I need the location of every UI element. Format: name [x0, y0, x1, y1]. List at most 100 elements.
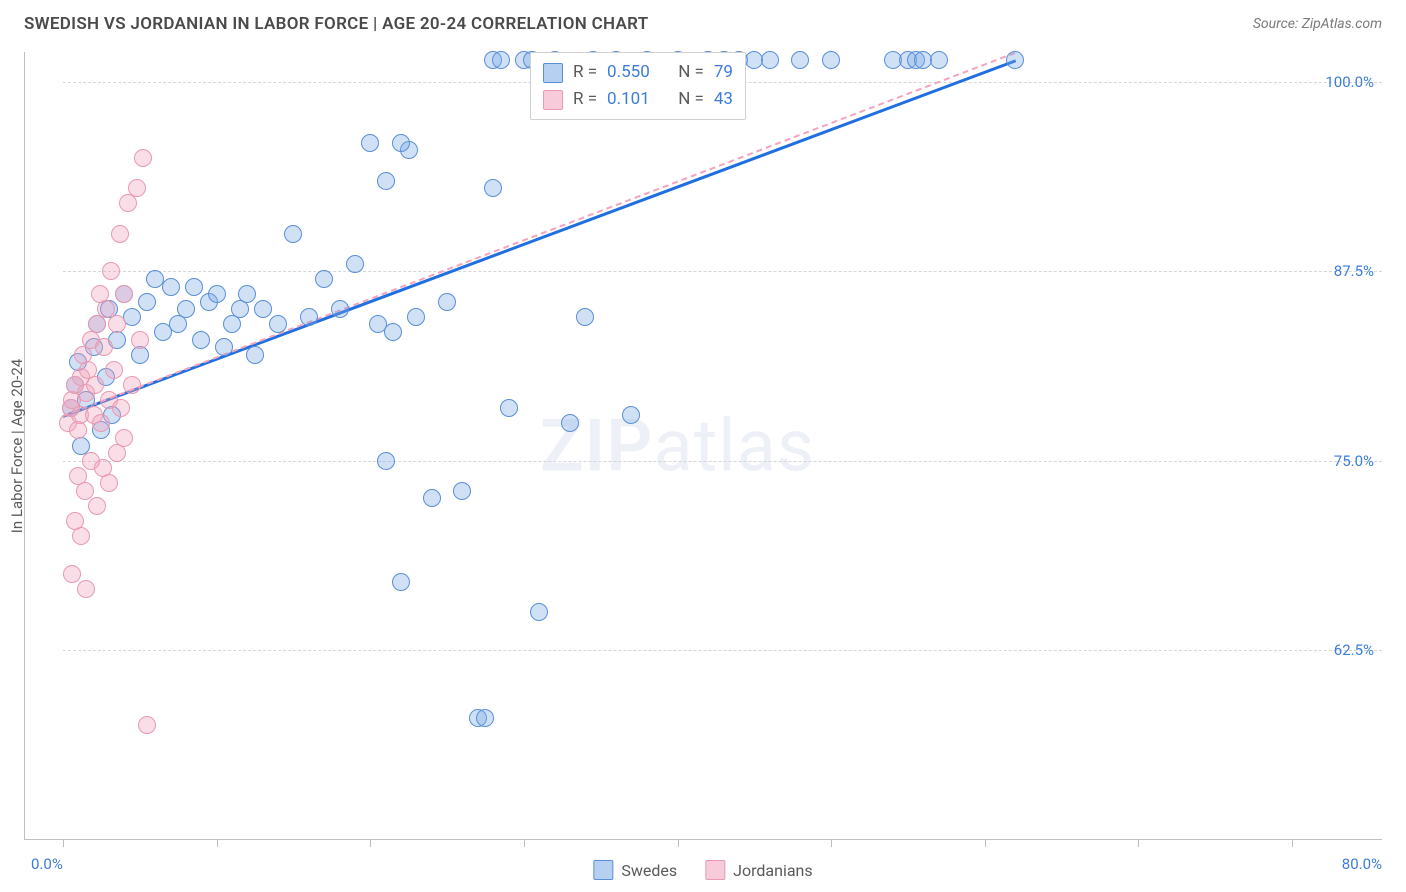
x-min-label: 0.0% — [31, 855, 63, 873]
scatter-point-jordanians — [88, 315, 106, 333]
scatter-point-jordanians — [134, 149, 152, 167]
scatter-point-swedes — [822, 51, 840, 69]
watermark: ZIPatlas — [540, 403, 815, 488]
scatter-point-swedes — [791, 51, 809, 69]
stats-r-label: R = — [573, 59, 597, 86]
scatter-point-jordanians — [119, 194, 137, 212]
scatter-point-swedes — [138, 293, 156, 311]
legend-label: Swedes — [621, 861, 677, 880]
scatter-point-swedes — [377, 172, 395, 190]
scatter-point-swedes — [208, 285, 226, 303]
stats-row: R = 0.550 N = 79 — [543, 59, 733, 86]
x-tick — [985, 839, 986, 847]
x-max-label: 80.0% — [1342, 855, 1382, 873]
x-tick — [678, 839, 679, 847]
scatter-point-jordanians — [115, 429, 133, 447]
scatter-point-swedes — [377, 452, 395, 470]
scatter-point-swedes — [123, 308, 141, 326]
scatter-point-swedes — [361, 134, 379, 152]
gridline — [63, 650, 1382, 651]
x-tick — [524, 839, 525, 847]
stats-n-value: 43 — [714, 86, 733, 113]
scatter-point-jordanians — [100, 474, 118, 492]
watermark-rest: atlas — [653, 403, 815, 488]
scatter-point-swedes — [384, 323, 402, 341]
gridline — [63, 461, 1382, 462]
y-tick-label: 87.5% — [1334, 262, 1374, 280]
scatter-point-jordanians — [92, 414, 110, 432]
scatter-point-swedes — [476, 709, 494, 727]
scatter-point-swedes — [269, 315, 287, 333]
scatter-point-swedes — [162, 278, 180, 296]
x-tick — [63, 839, 64, 847]
scatter-point-swedes — [484, 179, 502, 197]
x-tick — [370, 839, 371, 847]
scatter-point-jordanians — [115, 285, 133, 303]
gridline — [63, 271, 1382, 272]
y-tick-label: 75.0% — [1334, 452, 1374, 470]
scatter-point-swedes — [438, 293, 456, 311]
scatter-point-swedes — [407, 308, 425, 326]
scatter-point-swedes — [192, 331, 210, 349]
scatter-point-swedes — [254, 300, 272, 318]
scatter-point-swedes — [331, 300, 349, 318]
scatter-point-swedes — [492, 51, 510, 69]
scatter-point-swedes — [284, 225, 302, 243]
scatter-point-swedes — [500, 399, 518, 417]
scatter-point-jordanians — [112, 399, 130, 417]
scatter-point-swedes — [246, 346, 264, 364]
scatter-point-jordanians — [128, 179, 146, 197]
scatter-point-swedes — [576, 308, 594, 326]
scatter-point-jordanians — [105, 361, 123, 379]
scatter-point-swedes — [300, 308, 318, 326]
scatter-point-jordanians — [138, 716, 156, 734]
legend-item-swedes: Swedes — [593, 860, 677, 880]
stats-swatch — [543, 90, 563, 110]
y-tick-label: 100.0% — [1325, 73, 1374, 91]
chart-container: In Labor Force | Age 20-24 ZIPatlas 62.5… — [24, 52, 1382, 840]
x-tick — [1138, 839, 1139, 847]
stats-n-value: 79 — [714, 59, 733, 86]
y-tick-label: 62.5% — [1334, 641, 1374, 659]
scatter-point-jordanians — [111, 225, 129, 243]
scatter-point-jordanians — [63, 565, 81, 583]
scatter-point-jordanians — [123, 376, 141, 394]
scatter-point-swedes — [423, 489, 441, 507]
scatter-point-swedes — [392, 573, 410, 591]
legend-item-jordanians: Jordanians — [705, 860, 812, 880]
scatter-point-jordanians — [102, 262, 120, 280]
chart-header: SWEDISH VS JORDANIAN IN LABOR FORCE | AG… — [0, 0, 1406, 44]
scatter-point-swedes — [1006, 51, 1024, 69]
scatter-point-swedes — [561, 414, 579, 432]
scatter-point-swedes — [530, 603, 548, 621]
x-tick — [217, 839, 218, 847]
x-tick — [1292, 839, 1293, 847]
scatter-point-jordanians — [77, 580, 95, 598]
x-tick — [831, 839, 832, 847]
chart-legend: Swedes Jordanians — [593, 860, 812, 880]
scatter-point-swedes — [392, 134, 410, 152]
scatter-point-jordanians — [76, 482, 94, 500]
scatter-point-swedes — [185, 278, 203, 296]
scatter-point-swedes — [930, 51, 948, 69]
scatter-point-jordanians — [88, 497, 106, 515]
plot-area: ZIPatlas 62.5%75.0%87.5%100.0%0.0%80.0%R… — [63, 52, 1292, 839]
legend-swatch — [593, 860, 613, 880]
stats-box: R = 0.550 N = 79R = 0.101 N = 43 — [530, 52, 746, 120]
scatter-point-swedes — [453, 482, 471, 500]
stats-row: R =0.101 N =43 — [543, 86, 733, 113]
stats-n-label: N = — [678, 59, 704, 86]
scatter-point-swedes — [346, 255, 364, 273]
chart-title: SWEDISH VS JORDANIAN IN LABOR FORCE | AG… — [24, 14, 648, 34]
scatter-point-jordanians — [95, 338, 113, 356]
stats-swatch — [543, 63, 563, 83]
scatter-point-swedes — [622, 406, 640, 424]
scatter-point-swedes — [761, 51, 779, 69]
scatter-point-swedes — [315, 270, 333, 288]
scatter-point-swedes — [215, 338, 233, 356]
stats-n-label: N = — [678, 86, 704, 113]
y-axis-title: In Labor Force | Age 20-24 — [8, 358, 26, 532]
scatter-point-jordanians — [86, 376, 104, 394]
stats-r-value: 0.101 — [607, 86, 650, 113]
stats-r-value: 0.550 — [607, 59, 650, 86]
